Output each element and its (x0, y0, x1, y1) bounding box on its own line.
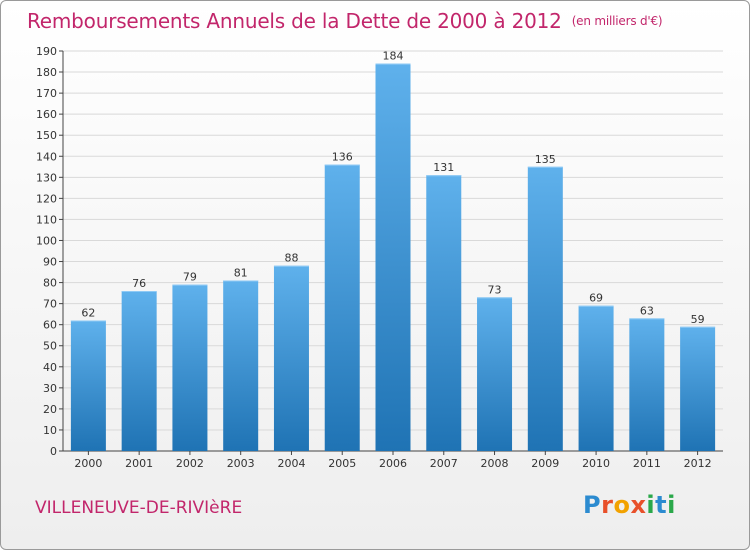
y-tick-label: 0 (50, 445, 57, 458)
y-tick-label: 190 (36, 45, 57, 58)
x-tick-label: 2010 (582, 457, 610, 470)
data-label: 73 (488, 283, 502, 296)
data-label: 79 (183, 271, 197, 284)
bar (70, 320, 106, 451)
x-tick-label: 2012 (684, 457, 712, 470)
data-label: 136 (332, 151, 353, 164)
x-tick-label: 2002 (176, 457, 204, 470)
bar (426, 175, 462, 452)
x-tick-label: 2008 (481, 457, 509, 470)
logo-letter: i (667, 491, 676, 519)
y-tick-label: 120 (36, 192, 57, 205)
labels: 62 2000 76 2001 79 2002 81 2003 88 2004 136 2005 184… (74, 50, 711, 470)
chart-title: Remboursements Annuels de la Dette de 20… (27, 9, 663, 33)
y-tick-label: 60 (43, 319, 57, 332)
y-tick-label: 100 (36, 234, 57, 247)
bar (273, 265, 309, 451)
y-tick-label: 110 (36, 213, 57, 226)
logo-letter: P (583, 491, 602, 519)
bar (477, 297, 513, 451)
proxiti-logo: Proxiti (583, 491, 676, 519)
y-tick-label: 50 (43, 340, 57, 353)
data-label: 184 (383, 50, 404, 63)
y-tick-label: 70 (43, 298, 57, 311)
data-label: 135 (535, 153, 556, 166)
data-label: 131 (433, 161, 454, 174)
y-tick-label: 10 (43, 424, 57, 437)
y-tick-label: 90 (43, 256, 57, 269)
x-tick-label: 2000 (74, 457, 102, 470)
y-tick-label: 80 (43, 277, 57, 290)
y-tick-label: 170 (36, 87, 57, 100)
x-tick-label: 2009 (531, 457, 559, 470)
y-tick-label: 40 (43, 361, 57, 374)
data-label: 59 (691, 313, 705, 326)
x-tick-label: 2006 (379, 457, 407, 470)
y-tick-label: 140 (36, 150, 57, 163)
x-tick-label: 2003 (227, 457, 255, 470)
logo-letter: r (601, 491, 614, 519)
bar (324, 164, 360, 451)
data-label: 81 (234, 266, 248, 279)
bar (223, 280, 259, 451)
x-tick-label: 2005 (328, 457, 356, 470)
y-tick-label: 180 (36, 66, 57, 79)
bar (375, 63, 411, 451)
y-tick-label: 130 (36, 171, 57, 184)
chart-subtitle: (en milliers d'€) (571, 14, 663, 28)
y-tick-label: 150 (36, 129, 57, 142)
data-label: 88 (284, 252, 298, 265)
x-tick-label: 2004 (277, 457, 305, 470)
logo-letter: o (613, 491, 631, 519)
data-label: 76 (132, 277, 146, 290)
x-tick-label: 2007 (430, 457, 458, 470)
logo-letter: i (646, 491, 656, 519)
bar (172, 284, 208, 451)
y-tick-label: 30 (43, 382, 57, 395)
bar (578, 305, 614, 451)
bar (680, 326, 716, 451)
y-tick-label: 20 (43, 403, 57, 416)
x-tick-label: 2011 (633, 457, 661, 470)
bar (527, 166, 563, 451)
data-label: 69 (589, 292, 603, 305)
y-tick-label: 160 (36, 108, 57, 121)
logo-letter: t (655, 491, 668, 519)
bars (70, 63, 716, 452)
x-tick-label: 2001 (125, 457, 153, 470)
bar (629, 318, 665, 451)
data-label: 62 (81, 306, 95, 319)
municipality-name: VILLENEUVE-DE-RIVIèRE (35, 498, 243, 518)
bar (121, 291, 157, 451)
data-label: 63 (640, 304, 654, 317)
logo-letter: x (630, 491, 647, 519)
